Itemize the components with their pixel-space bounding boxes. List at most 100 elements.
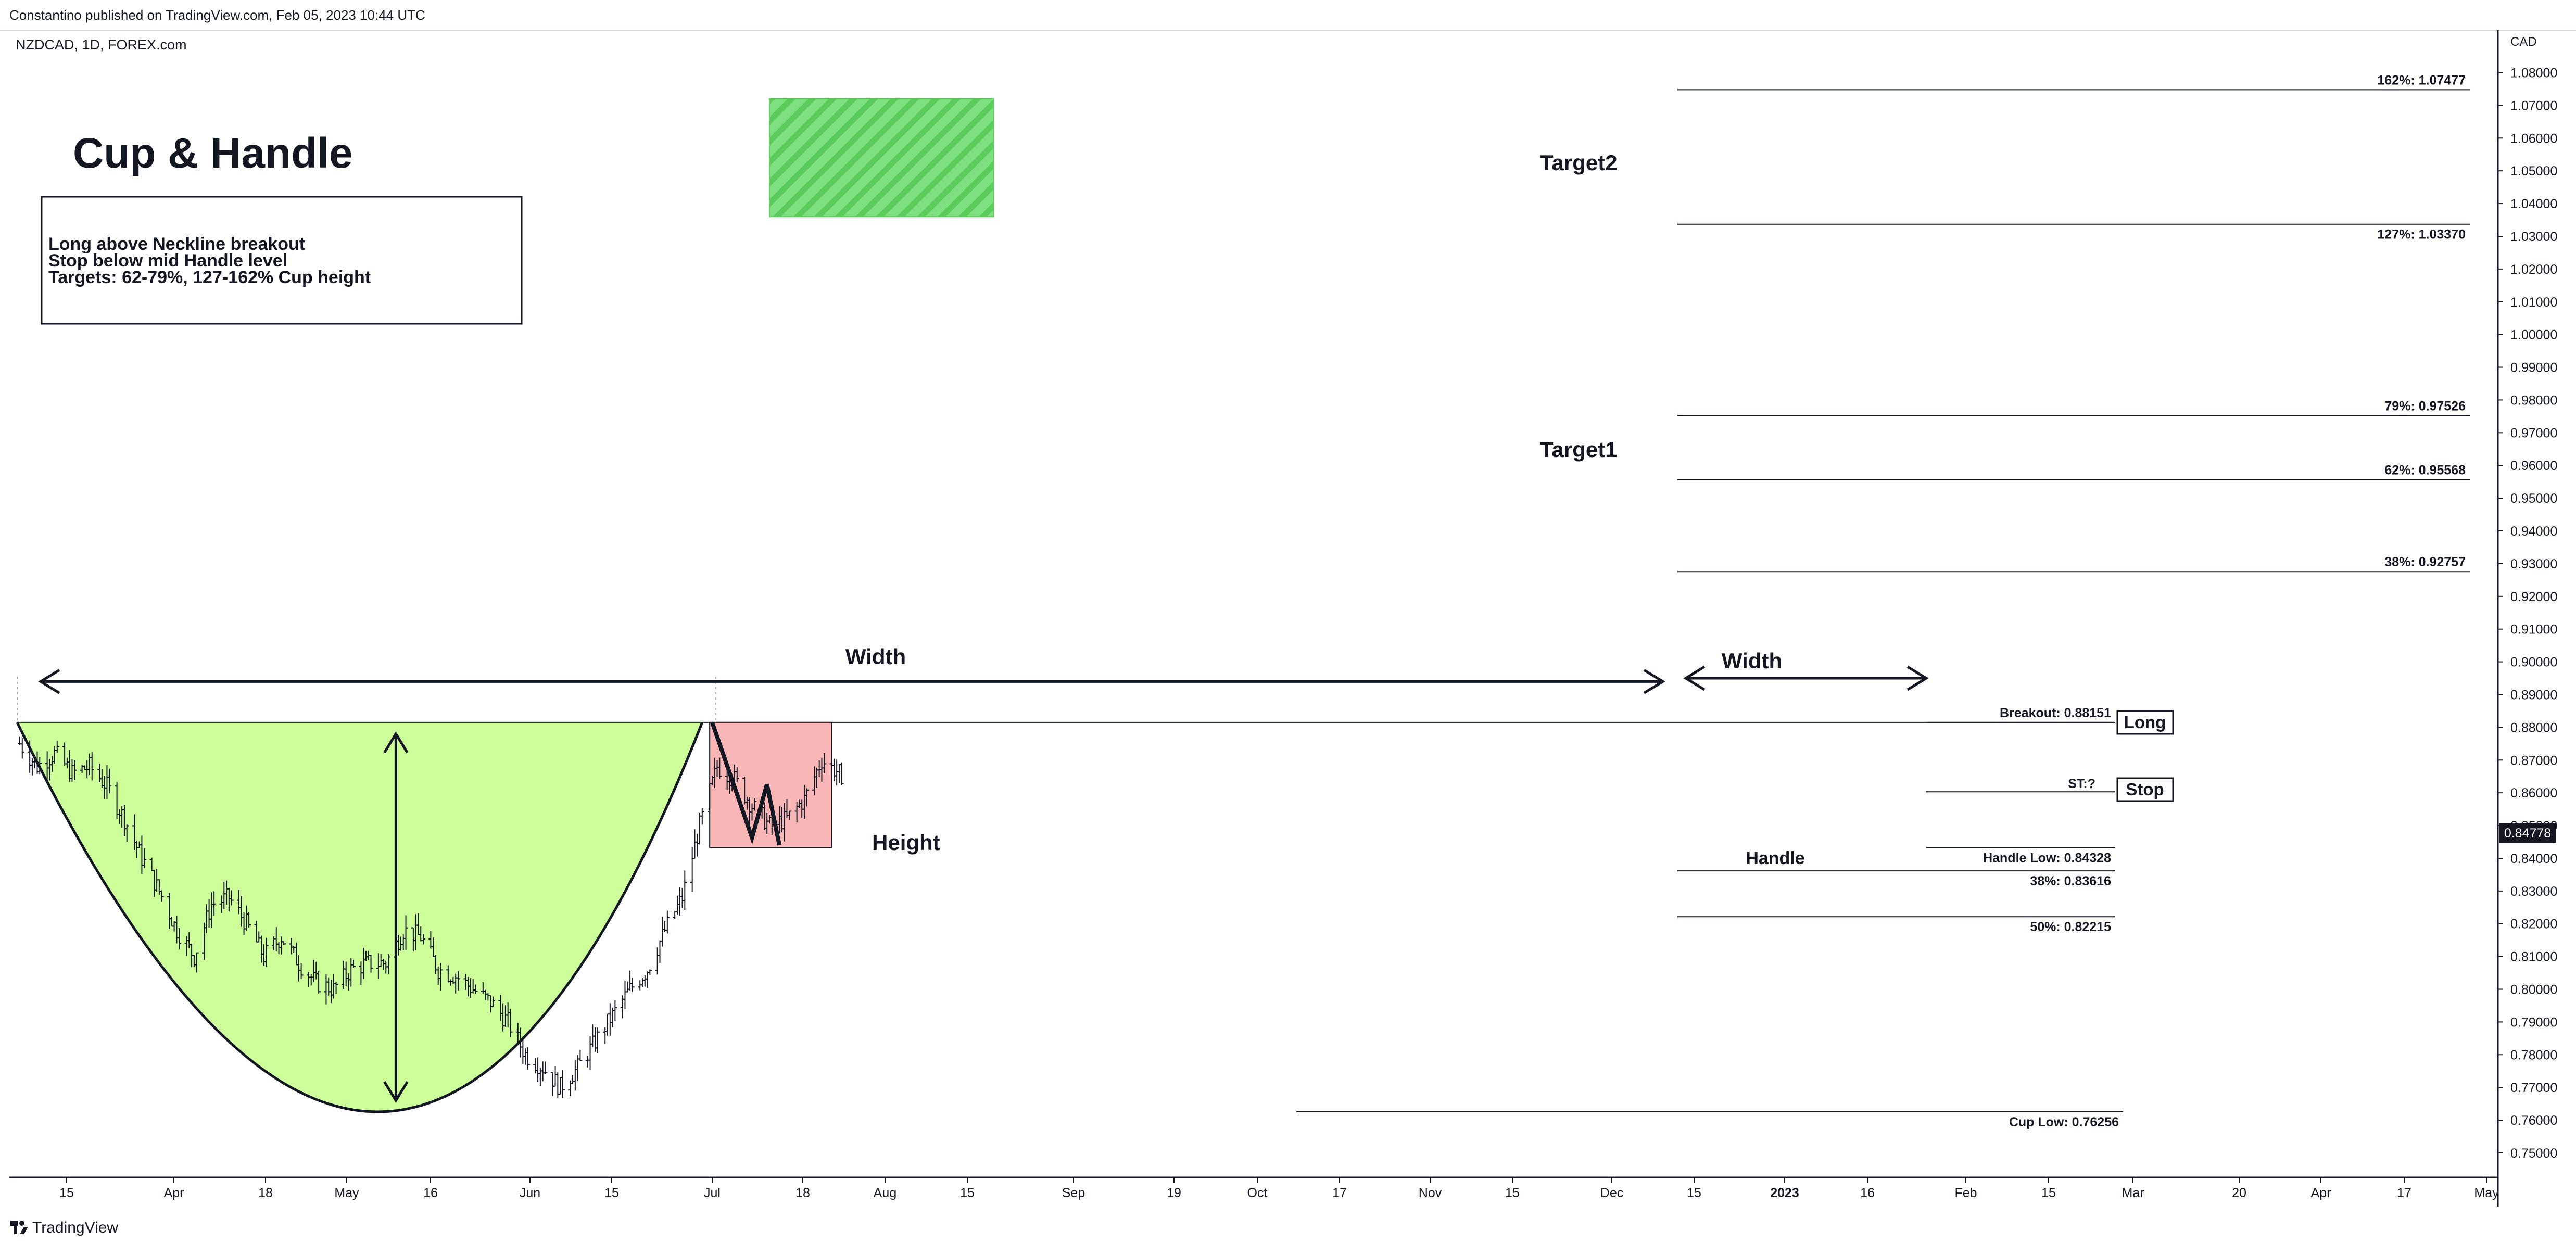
price-bar (698, 813, 702, 845)
handle-width-arrow[interactable] (1683, 665, 1929, 691)
time-tick-label: Jul (704, 1186, 721, 1200)
price-bar (603, 1027, 608, 1044)
price-bar (490, 996, 495, 1007)
handle-zigzag (710, 721, 782, 846)
price-bar (628, 970, 633, 991)
time-tick-label: Apr (164, 1186, 184, 1200)
price-tick-label: 1.05000 (2510, 164, 2557, 179)
price-bar (660, 917, 665, 947)
price-bar (107, 768, 112, 794)
price-tick-label: 0.83000 (2510, 884, 2557, 899)
price-bar (690, 847, 694, 892)
price-tick-label: 1.06000 (2510, 131, 2557, 146)
price-bar (623, 981, 627, 1009)
price-bar (578, 1049, 583, 1062)
stop-level-label: ST:? (2068, 777, 2095, 791)
price-bar (212, 891, 217, 916)
price-bar (837, 764, 841, 783)
price-bar (655, 947, 660, 975)
level-label: 62%: 0.95568 (2384, 463, 2466, 477)
price-tick-label: 0.97000 (2510, 426, 2557, 440)
note-box[interactable] (41, 196, 523, 325)
price-tick-label: 0.86000 (2510, 786, 2557, 801)
price-bar (769, 811, 774, 835)
price-bar (605, 1013, 610, 1036)
price-tick-label: 0.98000 (2510, 393, 2557, 408)
price-tick-label: 0.99000 (2510, 361, 2557, 375)
price-bar (683, 870, 687, 910)
price-bar (558, 1077, 563, 1095)
price-tick-label: 0.88000 (2510, 720, 2557, 735)
price-tick-label: 0.94000 (2510, 524, 2557, 539)
price-bar (630, 978, 635, 992)
time-axis: 15 Apr 18 May 16 Jun 15 Jul 18 Aug 15 Sep 19 Oct 17 Nov… (59, 1177, 2499, 1200)
price-bars (18, 736, 844, 1098)
price-bar (334, 982, 338, 994)
price-tick-label: 0.92000 (2510, 590, 2557, 604)
time-tick-label: Dec (1600, 1186, 1623, 1200)
price-bar (568, 1080, 573, 1097)
price-bar (822, 753, 827, 774)
price-bar (536, 1057, 540, 1082)
time-tick-label: 15 (2041, 1186, 2056, 1200)
price-tick-label: 0.96000 (2510, 459, 2557, 473)
price-bar (194, 952, 199, 973)
price-bar (159, 890, 164, 902)
time-tick-label: Jun (520, 1186, 540, 1200)
stop-button[interactable] (2116, 777, 2174, 802)
price-bar (20, 738, 24, 759)
level-label: 127%: 1.03370 (2377, 227, 2466, 242)
price-bar (573, 1060, 577, 1091)
price-tick-label: 1.03000 (2510, 230, 2557, 244)
price-tick-label: 0.90000 (2510, 655, 2557, 670)
handle-box[interactable] (709, 721, 832, 848)
price-bar (832, 758, 837, 781)
level-label: Cup Low: 0.76256 (2009, 1115, 2119, 1129)
cup-width-arrow[interactable] (38, 669, 1665, 694)
price-bar (72, 760, 77, 780)
footer-brand: TradingView (32, 1219, 118, 1236)
price-bar (124, 824, 129, 842)
price-bar (625, 981, 630, 993)
price-bar (351, 959, 356, 968)
tradingview-logo-icon (10, 1221, 28, 1234)
price-bar (553, 1066, 558, 1087)
price-bar (675, 895, 679, 915)
long-button[interactable] (2116, 710, 2174, 735)
price-bar (677, 887, 682, 916)
time-tick-label: Feb (1954, 1186, 1977, 1200)
price-tick-label: 0.81000 (2510, 950, 2557, 964)
price-bar (804, 788, 809, 807)
target2-zone[interactable] (768, 98, 994, 218)
time-tick-label: 15 (1687, 1186, 1701, 1200)
price-bar (588, 1036, 592, 1071)
price-bar (571, 1075, 575, 1085)
price-tick-label: 0.87000 (2510, 753, 2557, 768)
level-label: 50%: 0.82215 (2030, 920, 2111, 934)
price-bar (735, 767, 739, 782)
price-bar (533, 1058, 538, 1074)
price-bar (752, 798, 757, 811)
price-bar (540, 1061, 545, 1082)
time-tick-label: 15 (604, 1186, 619, 1200)
price-bar (264, 937, 269, 967)
price-bar (508, 1009, 513, 1037)
price-bar (550, 1072, 555, 1096)
price-tick-label: 0.84000 (2510, 852, 2557, 866)
time-tick-label: 16 (423, 1186, 438, 1200)
price-bar (229, 890, 234, 906)
price-bar (177, 928, 182, 950)
time-tick-label: Apr (2311, 1186, 2331, 1200)
time-tick-label: 15 (59, 1186, 74, 1200)
time-tick-label: Nov (1419, 1186, 1442, 1200)
cup-area (17, 722, 702, 1112)
cup-height-arrow[interactable] (383, 731, 409, 1103)
arrow-head-left (38, 669, 60, 694)
price-tick-label: 0.75000 (2510, 1146, 2557, 1161)
price-bar (525, 1047, 530, 1070)
target1-label: Target1 (1540, 437, 1618, 462)
price-bar (247, 911, 251, 928)
price-tick-label: 0.78000 (2510, 1048, 2557, 1062)
price-bar (608, 1003, 612, 1036)
